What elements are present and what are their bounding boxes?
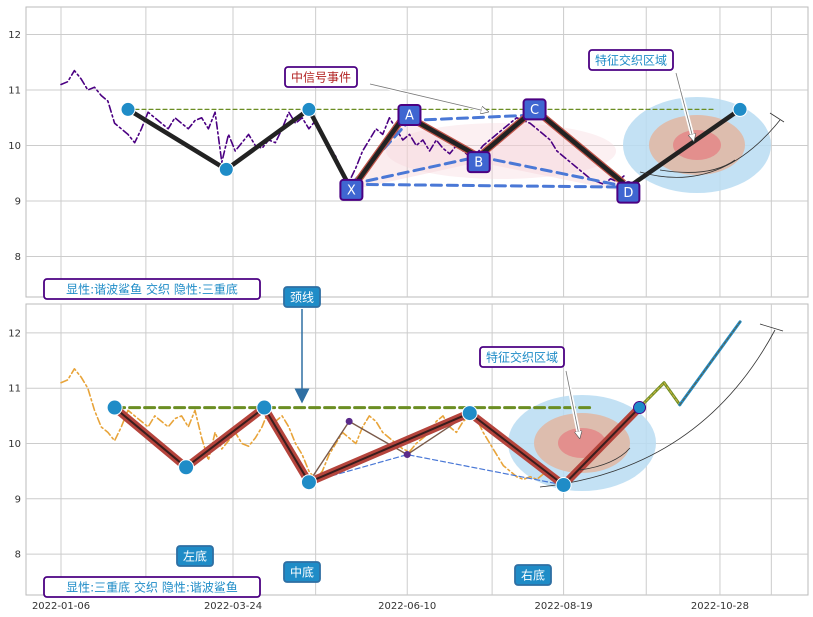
x-axis: 2022-01-06 2022-03-24 2022-06-10 2022-08-19…	[32, 601, 749, 612]
annotation-text: 特征交织区域	[486, 349, 558, 364]
projection-tail-bottom	[759, 323, 784, 332]
pivot-dot	[218, 161, 234, 177]
pivot-dot	[301, 101, 317, 117]
harmonic-fill-bcd	[478, 109, 629, 193]
price-series-bottom	[60, 367, 545, 481]
annotation-text: 左底	[183, 548, 207, 563]
top-feature-zone-core	[673, 130, 721, 160]
point-label-box	[339, 178, 364, 201]
signal-arrow	[369, 83, 485, 111]
annotation-text: 右底	[521, 567, 545, 582]
annotation-box	[43, 576, 261, 598]
projection-arc-bottom-inner	[579, 447, 631, 471]
y-tick-label: 10	[8, 439, 21, 450]
point-label-c: C	[530, 103, 539, 118]
annotation-box	[479, 346, 565, 368]
y-tick-label: 11	[8, 384, 21, 395]
projection-arc-inner	[659, 159, 736, 173]
x-tick-label: 2022-06-10	[378, 601, 436, 612]
projection-arc-bottom	[539, 329, 776, 488]
point-label-x: X	[347, 183, 356, 198]
annotation-box	[284, 66, 358, 88]
x-tick-label: 2022-03-24	[204, 601, 262, 612]
annotation-text: 中底	[290, 564, 314, 579]
x-tick-label: 2022-01-06	[32, 601, 90, 612]
pivot-dot	[300, 474, 317, 491]
y-tick-label: 9	[15, 494, 21, 505]
y-tick-label: 9	[15, 197, 21, 208]
point-label-box	[522, 98, 547, 121]
harmonic-vertex	[345, 417, 353, 425]
pivot-dot	[461, 405, 478, 422]
zone-arrow	[675, 72, 693, 138]
harmonic-dashed-thin	[308, 454, 565, 486]
y-tick-label: 8	[15, 550, 21, 561]
annotation-box	[514, 564, 552, 586]
zone-arrow-bottom	[565, 370, 579, 435]
point-label-b: B	[474, 156, 483, 171]
harmonic-fill-xab	[351, 114, 479, 190]
plot-frame	[25, 303, 809, 596]
y-tick-label: 12	[8, 30, 21, 41]
projection-arc	[639, 119, 781, 178]
pivot-dot	[633, 401, 647, 415]
y-tick-label: 10	[8, 141, 21, 152]
annotation-text: 中信号事件	[291, 69, 351, 84]
annotation-box	[283, 561, 321, 583]
pivot-dot	[106, 399, 123, 416]
x-tick-label: 2022-08-19	[535, 601, 593, 612]
harmonic-dashed-leg	[477, 155, 630, 189]
annotation-box	[176, 545, 214, 567]
projection-blue-dash	[679, 321, 741, 406]
annotation-text: 显性:谐波鲨鱼 交织 隐性:三重底	[66, 281, 238, 296]
y-tick-label: 12	[8, 328, 21, 339]
annotation-box	[283, 286, 321, 308]
annotation-text: 显性:三重底 交织 隐性:谐波鲨鱼	[66, 579, 238, 594]
harmonic-dashed-leg	[349, 155, 481, 186]
x-tick-label: 2022-10-28	[691, 601, 749, 612]
harmonic-dashed-leg	[408, 113, 537, 122]
harmonic-dashed-leg	[349, 182, 630, 189]
pivot-dot	[178, 459, 195, 476]
annotation-text: 颈线	[290, 290, 314, 304]
annotation-text: 特征交织区域	[595, 52, 667, 67]
point-label-d: D	[623, 186, 633, 201]
point-label-a: A	[405, 108, 414, 123]
pivot-dot	[555, 476, 572, 493]
point-label-box	[616, 181, 641, 204]
y-tick-label: 8	[15, 252, 21, 263]
point-label-box	[466, 151, 491, 174]
annotation-box	[588, 49, 674, 71]
projection-green-dash	[638, 382, 681, 409]
point-label-box	[397, 103, 422, 126]
pivot-dot	[256, 399, 273, 416]
pivot-dot	[732, 101, 748, 117]
harmonic-thin	[308, 412, 471, 483]
harmonic-vertex	[403, 451, 411, 459]
pivot-dot	[120, 101, 136, 117]
projection-tail	[769, 112, 785, 123]
annotation-box	[43, 278, 261, 300]
y-tick-label: 11	[8, 86, 21, 97]
